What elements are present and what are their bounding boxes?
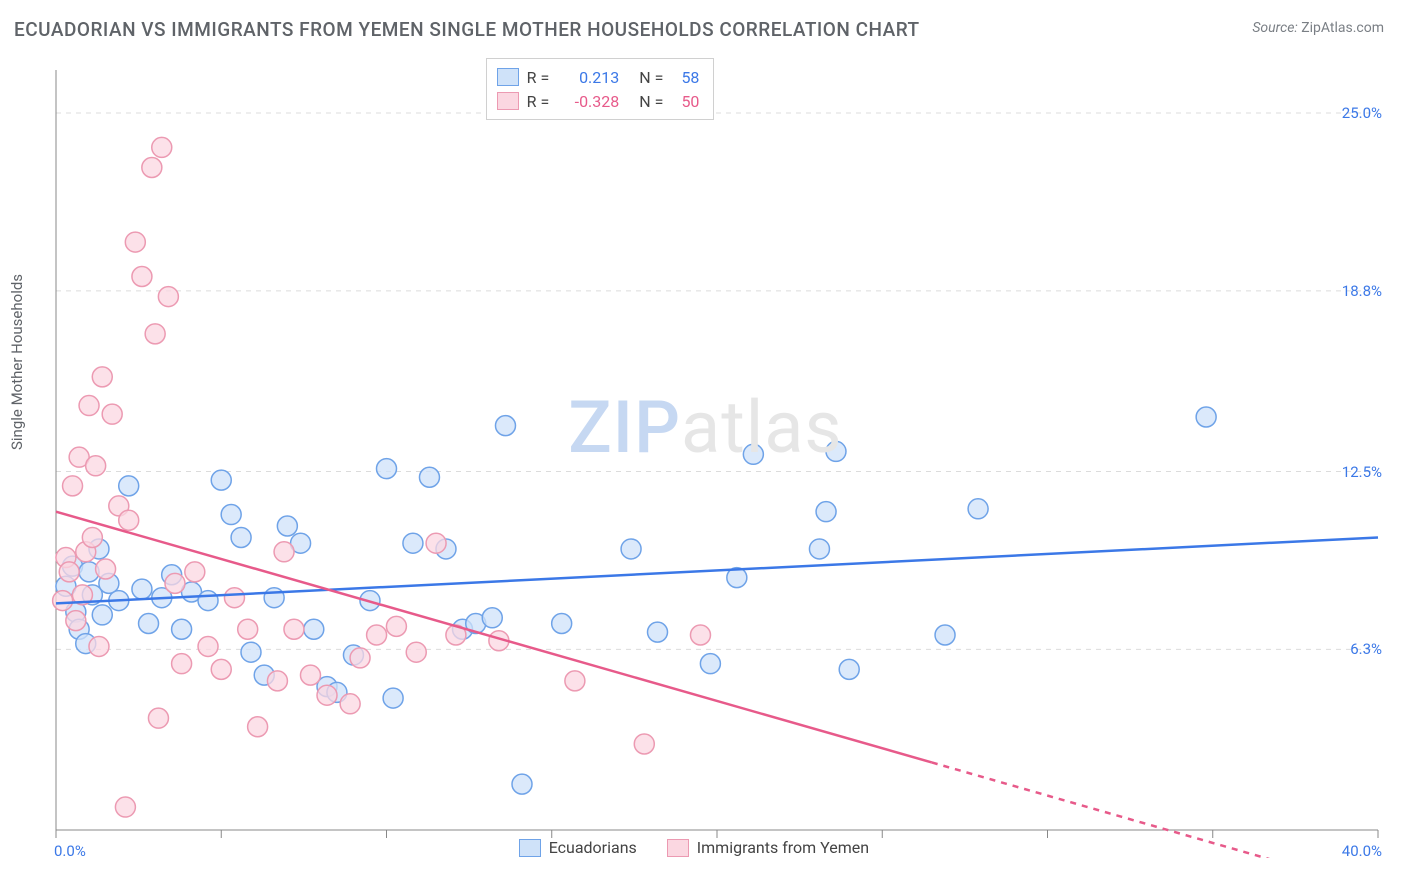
legend-series-item: Immigrants from Yemen: [667, 838, 869, 857]
legend-swatch: [667, 839, 689, 857]
legend-swatch: [497, 68, 519, 86]
y-tick-label: 18.8%: [1342, 282, 1382, 300]
legend-correlation-box: R = 0.213 N = 58 R = -0.328 N = 50: [486, 58, 715, 120]
chart-plot-area: ZIPatlas R = 0.213 N = 58 R = -0.328 N =…: [50, 58, 1390, 858]
legend-series-label: Immigrants from Yemen: [697, 838, 869, 857]
r-value: 0.213: [557, 68, 619, 87]
legend-swatch: [519, 839, 541, 857]
n-label: N =: [639, 68, 663, 87]
x-max-label: 40.0%: [1342, 842, 1382, 860]
legend-series-label: Ecuadorians: [549, 838, 637, 857]
y-tick-label: 6.3%: [1350, 640, 1382, 658]
legend-correlation-row: R = 0.213 N = 58: [497, 65, 700, 89]
source-attribution: Source: ZipAtlas.com: [1252, 20, 1384, 36]
n-value: 58: [671, 68, 699, 87]
source-value: ZipAtlas.com: [1301, 20, 1384, 36]
legend-series: Ecuadorians Immigrants from Yemen: [519, 838, 869, 857]
r-value: -0.328: [557, 92, 619, 111]
legend-series-item: Ecuadorians: [519, 838, 637, 857]
source-label: Source:: [1252, 20, 1301, 36]
x-min-label: 0.0%: [54, 842, 86, 860]
n-value: 50: [671, 92, 699, 111]
legend-correlation-row: R = -0.328 N = 50: [497, 89, 700, 113]
y-tick-label: 25.0%: [1342, 104, 1382, 122]
y-tick-label: 12.5%: [1342, 463, 1382, 481]
n-label: N =: [639, 92, 663, 111]
legend-swatch: [497, 92, 519, 110]
chart-title: ECUADORIAN VS IMMIGRANTS FROM YEMEN SING…: [14, 18, 920, 41]
scatter-chart-svg: [50, 58, 1390, 858]
r-label: R =: [527, 68, 550, 87]
y-axis-label: Single Mother Households: [8, 274, 26, 450]
r-label: R =: [527, 92, 550, 111]
